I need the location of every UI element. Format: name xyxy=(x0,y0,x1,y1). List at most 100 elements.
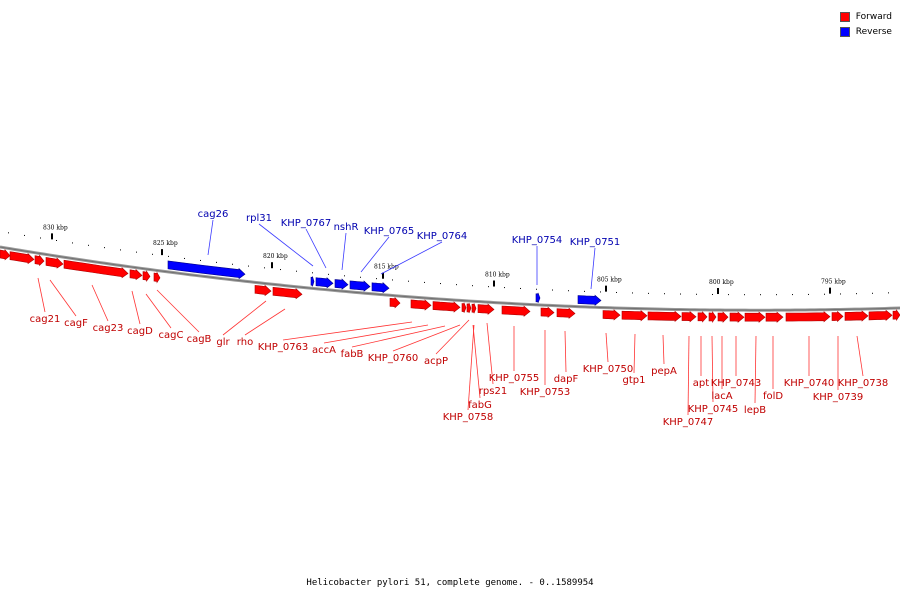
major-tick xyxy=(51,233,53,240)
scale-dot xyxy=(280,269,281,271)
gene-arrow xyxy=(63,259,129,279)
gene-arrow xyxy=(349,280,371,292)
scale-dot xyxy=(152,253,153,255)
gene-arrow xyxy=(844,310,869,322)
gene-label: KHP_0767 xyxy=(281,218,332,229)
gene-label: KHP_0750 xyxy=(583,364,634,375)
gene-leader-line xyxy=(662,334,665,365)
gene-label: KHP_0753 xyxy=(520,387,571,398)
gene-arrow xyxy=(9,251,35,265)
tick-label: 810 kbp xyxy=(485,272,510,279)
gene-arrow xyxy=(577,294,602,306)
scale-dot xyxy=(440,283,441,285)
gene-arrow xyxy=(831,310,844,323)
gene-label: pepA xyxy=(651,366,677,377)
gene-arrow xyxy=(432,301,461,313)
gene-leader-line xyxy=(360,236,390,273)
gene-arrow xyxy=(892,309,900,322)
legend-forward-label: Forward xyxy=(855,11,892,22)
gene-label: apt xyxy=(693,378,709,389)
gene-label: KHP_0755 xyxy=(489,373,540,384)
gene-label: KHP_0745 xyxy=(688,404,739,415)
scale-dot xyxy=(344,275,345,277)
scale-dot xyxy=(248,265,249,267)
gene-leader-line xyxy=(392,324,461,352)
scale-dot xyxy=(552,289,553,291)
gene-leader-line xyxy=(380,241,443,275)
scale-dot xyxy=(184,257,185,259)
backbone-line xyxy=(0,246,900,311)
gene-label: KHP_0764 xyxy=(417,231,468,242)
gene-arrow xyxy=(717,311,729,323)
gene-arrow xyxy=(272,286,303,300)
gene-label: fabG xyxy=(468,400,492,411)
gene-leader-line xyxy=(91,284,109,322)
scale-dot xyxy=(216,261,217,263)
gene-arrow xyxy=(167,260,246,280)
gene-leader-line xyxy=(341,232,347,271)
gene-leader-line xyxy=(711,335,714,403)
gene-label: KHP_0763 xyxy=(258,342,309,353)
tick-label: 820 kbp xyxy=(263,253,288,260)
major-tick xyxy=(829,287,831,294)
gene-arrow xyxy=(254,284,272,297)
gene-arrow xyxy=(765,311,784,323)
gene-label: KHP_0747 xyxy=(663,417,714,428)
gene-label: cagB xyxy=(187,334,212,345)
gene-arrow xyxy=(708,311,717,323)
scale-dot xyxy=(456,284,457,286)
gene-leader-line xyxy=(131,290,141,325)
scale-dot xyxy=(104,247,105,249)
scale-dot xyxy=(200,259,201,261)
scale-dot xyxy=(776,294,777,296)
major-tick xyxy=(271,262,273,269)
gene-arrow xyxy=(34,254,45,267)
gene-leader-line xyxy=(687,335,690,416)
major-tick xyxy=(605,285,607,292)
gene-label: nshR xyxy=(334,222,359,233)
scale-dot xyxy=(424,281,425,283)
gene-leader-line xyxy=(435,319,470,355)
gene-label: KHP_0754 xyxy=(512,235,563,246)
gene-label: dapF xyxy=(554,374,579,385)
scale-dot xyxy=(312,272,313,274)
scale-dot xyxy=(328,273,329,275)
gene-label: KHP_0743 xyxy=(711,378,762,389)
scale-dot xyxy=(712,293,713,295)
scale-dot xyxy=(536,288,537,290)
gene-label: cag26 xyxy=(198,209,229,220)
scale-dot xyxy=(296,270,297,272)
gene-leader-line xyxy=(323,324,429,344)
gene-leader-line xyxy=(856,335,864,377)
scale-dot xyxy=(168,255,169,257)
scale-dot xyxy=(888,292,889,294)
gene-leader-line xyxy=(222,300,267,336)
scale-dot xyxy=(840,293,841,295)
scale-dot xyxy=(232,263,233,265)
gene-arrow xyxy=(129,268,143,281)
gene-leader-line xyxy=(351,325,446,348)
gene-leader-line xyxy=(156,289,200,333)
tick-label: 815 kbp xyxy=(374,264,399,271)
scale-dot xyxy=(472,285,473,287)
gene-leader-line xyxy=(590,247,596,290)
gene-arrow xyxy=(45,257,64,269)
gene-label: gtp1 xyxy=(623,375,646,386)
forward-swatch xyxy=(839,11,850,22)
gene-label: cag23 xyxy=(93,323,124,334)
gene-leader-line xyxy=(305,228,327,269)
gene-label: KHP_0758 xyxy=(443,412,494,423)
gene-label: KHP_0760 xyxy=(368,353,419,364)
gene-arrow xyxy=(389,296,401,309)
gene-arrow xyxy=(540,306,555,318)
gene-leader-line xyxy=(49,279,77,317)
gene-leader-line xyxy=(37,277,46,313)
scale-dot xyxy=(56,239,57,241)
gene-label: glr xyxy=(216,337,230,348)
gene-leader-line xyxy=(145,293,172,329)
gene-arrow xyxy=(868,309,893,322)
gene-label: KHP_0738 xyxy=(838,378,889,389)
gene-label: KHP_0740 xyxy=(784,378,835,389)
scale-dot xyxy=(760,294,761,296)
gene-arrow xyxy=(556,307,576,319)
